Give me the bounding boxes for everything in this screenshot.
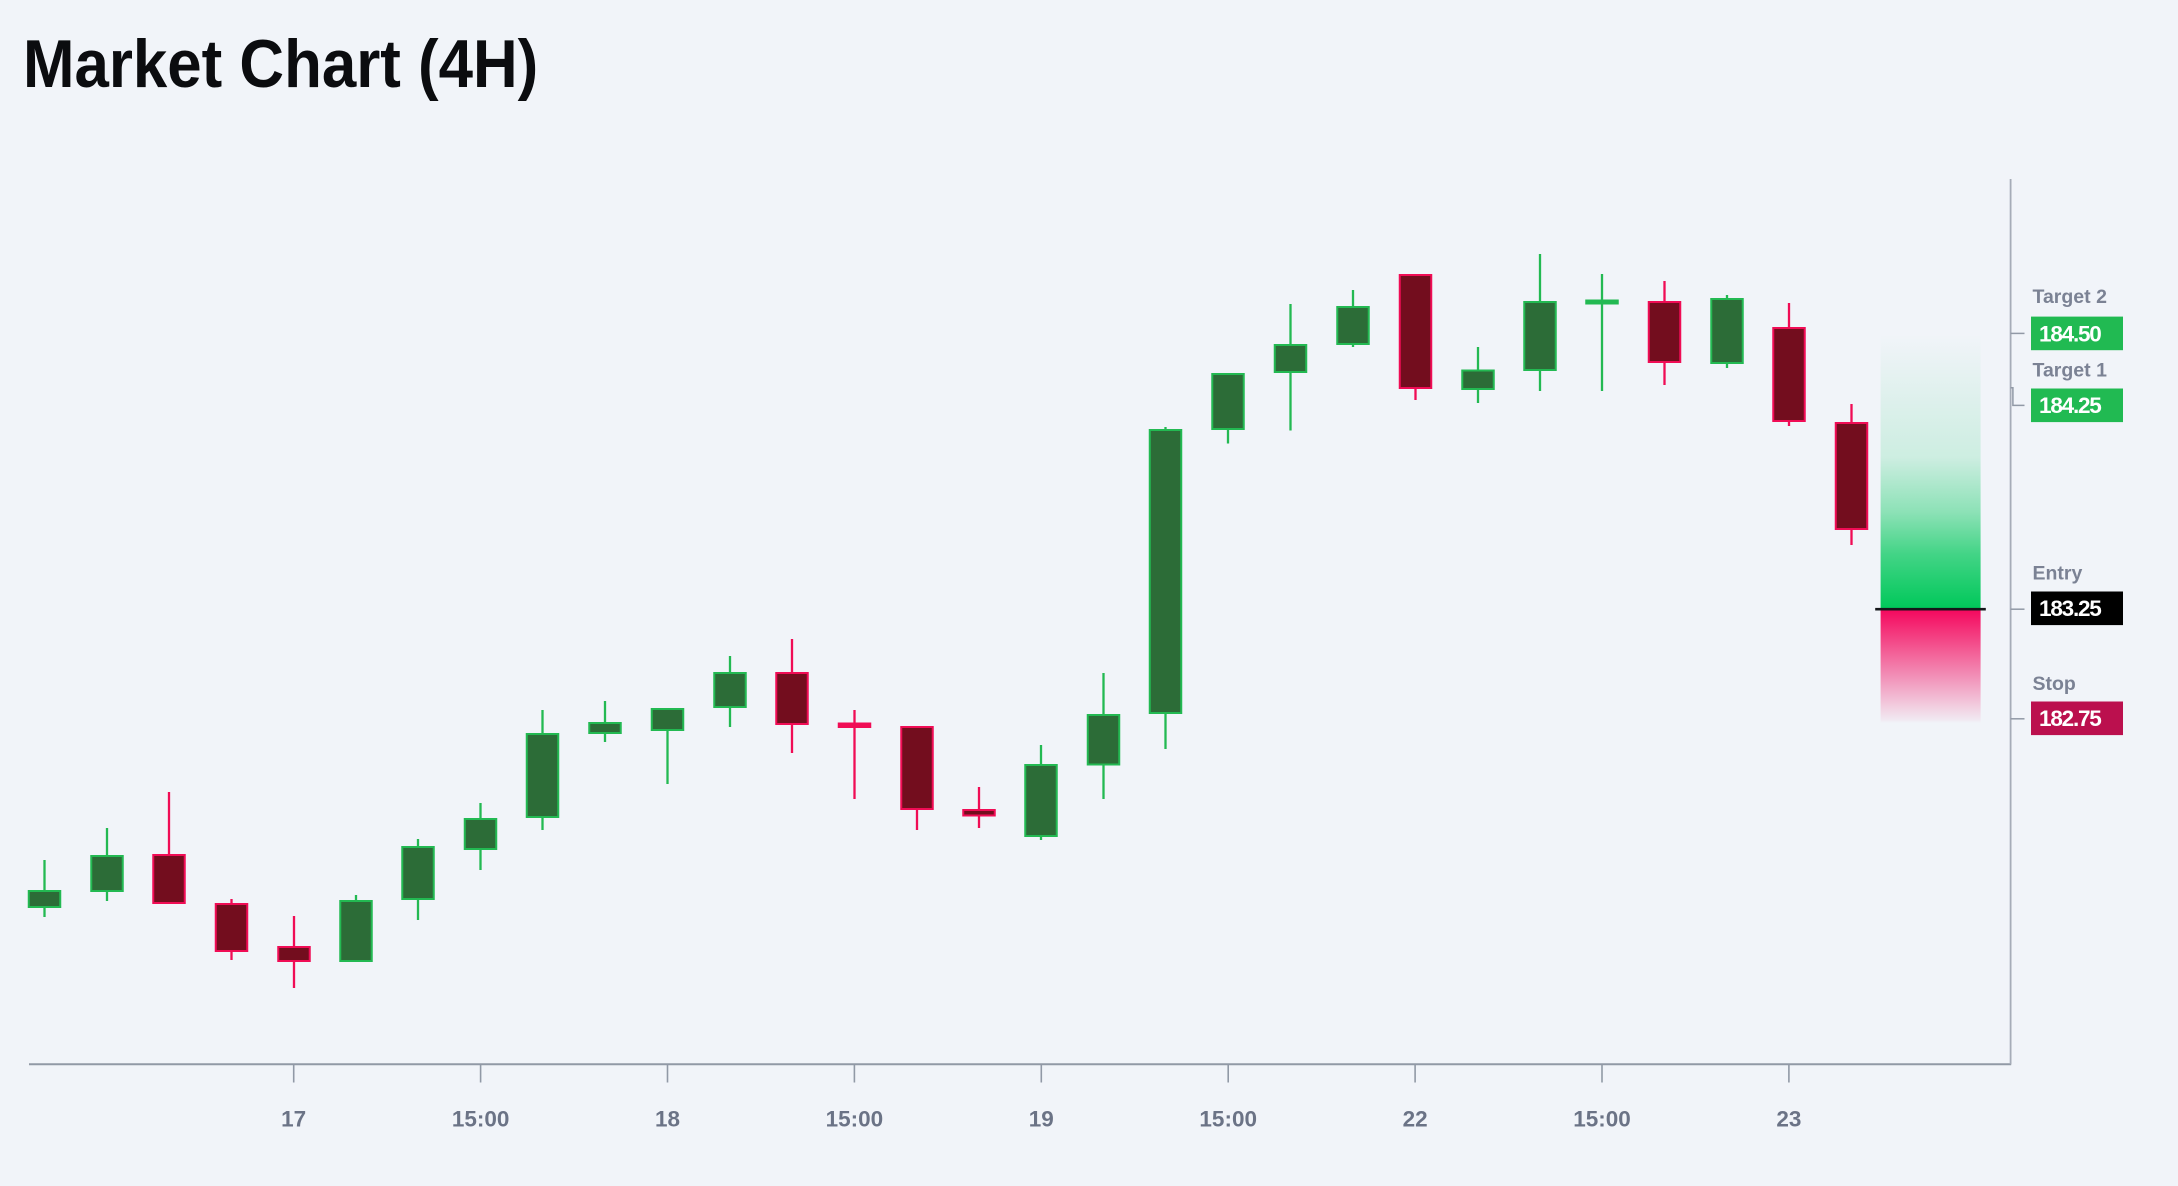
- svg-text:23: 23: [1776, 1107, 1801, 1132]
- svg-text:Stop: Stop: [2033, 673, 2076, 695]
- svg-text:15:00: 15:00: [826, 1107, 884, 1132]
- svg-text:182.75: 182.75: [2039, 706, 2101, 731]
- svg-text:22: 22: [1403, 1107, 1428, 1132]
- svg-text:15:00: 15:00: [1199, 1107, 1257, 1132]
- svg-text:17: 17: [281, 1107, 306, 1132]
- svg-text:18: 18: [655, 1107, 680, 1132]
- svg-text:Target 1: Target 1: [2033, 360, 2108, 382]
- svg-text:19: 19: [1029, 1107, 1054, 1132]
- svg-text:184.50: 184.50: [2039, 321, 2101, 346]
- svg-text:183.25: 183.25: [2039, 596, 2101, 621]
- svg-text:Entry: Entry: [2033, 563, 2083, 585]
- svg-text:15:00: 15:00: [452, 1107, 510, 1132]
- svg-text:184.25: 184.25: [2039, 393, 2101, 418]
- svg-text:15:00: 15:00: [1573, 1107, 1631, 1132]
- svg-text:Target 2: Target 2: [2033, 286, 2108, 308]
